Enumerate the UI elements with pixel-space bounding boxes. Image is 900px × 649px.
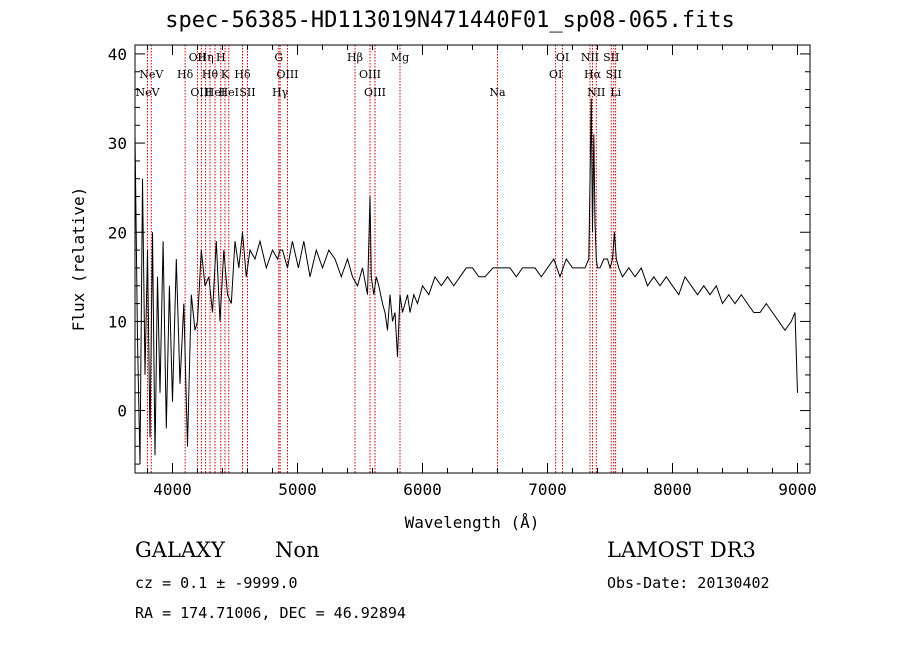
line-marker-label: OII xyxy=(189,51,207,64)
line-marker-label: G xyxy=(274,51,283,64)
line-marker-label: NII xyxy=(581,51,599,64)
line-marker-label: Hθ xyxy=(202,68,219,81)
line-marker-label: OIII xyxy=(190,86,212,99)
y-tick-label: 30 xyxy=(108,134,127,153)
y-axis-label: Flux (relative) xyxy=(69,187,88,332)
y-axis-ticks: 0 10 20 30 40 xyxy=(108,45,810,465)
line-marker-label: HeI xyxy=(219,86,239,99)
spectrum-line xyxy=(134,98,798,465)
x-tick-label: 9000 xyxy=(778,480,817,499)
x-tick-label: 8000 xyxy=(653,480,692,499)
survey-name: LAMOST DR3 xyxy=(607,538,756,562)
x-tick-label: 7000 xyxy=(528,480,567,499)
x-tick-label: 6000 xyxy=(403,480,442,499)
line-marker-label: Hδ xyxy=(177,68,194,81)
line-marker-label: SII xyxy=(606,68,622,81)
line-marker-label: Hα xyxy=(584,68,602,81)
y-tick-label: 10 xyxy=(108,312,127,331)
line-marker-label: Na xyxy=(489,86,506,99)
line-marker-label: OIII xyxy=(276,68,298,81)
coordinates-info: RA = 174.71006, DEC = 46.92894 xyxy=(135,604,406,622)
line-marker-label: Hη xyxy=(198,51,214,64)
emission-line-markers xyxy=(147,45,617,473)
line-marker-label: SII xyxy=(239,86,255,99)
line-marker-label: HeI xyxy=(205,86,225,99)
y-tick-label: 20 xyxy=(108,223,127,242)
line-marker-label: Hβ xyxy=(347,51,363,64)
line-marker-label: OIII xyxy=(364,86,386,99)
line-marker-label: Hγ xyxy=(272,86,289,99)
x-axis-label: Wavelength (Å) xyxy=(405,513,540,532)
line-marker-label: Hδ xyxy=(234,68,251,81)
line-marker-label: K xyxy=(221,68,230,81)
x-axis-ticks: 4000 5000 6000 7000 8000 9000 xyxy=(147,45,817,499)
line-marker-label: Mg xyxy=(391,51,409,64)
plot-frame xyxy=(134,44,811,474)
line-marker-label: OI xyxy=(556,51,569,64)
object-subclass: Non xyxy=(275,538,320,562)
y-tick-label: 0 xyxy=(117,402,127,421)
redshift-info: cz = 0.1 ± -9999.0 xyxy=(135,574,298,592)
x-tick-label: 5000 xyxy=(278,480,317,499)
chart-title: spec-56385-HD113019N471440F01_sp08-065.f… xyxy=(165,8,735,33)
y-tick-label: 40 xyxy=(108,45,127,64)
line-marker-label: SII xyxy=(603,51,619,64)
line-marker-label: OI xyxy=(549,68,562,81)
line-marker-label: NeV xyxy=(139,68,164,81)
line-marker-label: H xyxy=(216,51,226,64)
line-marker-label: Li xyxy=(610,86,621,99)
line-marker-label: OIII xyxy=(359,68,381,81)
line-marker-label: NeV xyxy=(135,86,160,99)
object-class: GALAXY xyxy=(135,538,225,562)
line-marker-label: NII xyxy=(587,86,605,99)
x-tick-label: 4000 xyxy=(153,480,192,499)
observation-date: Obs-Date: 20130402 xyxy=(607,574,770,592)
